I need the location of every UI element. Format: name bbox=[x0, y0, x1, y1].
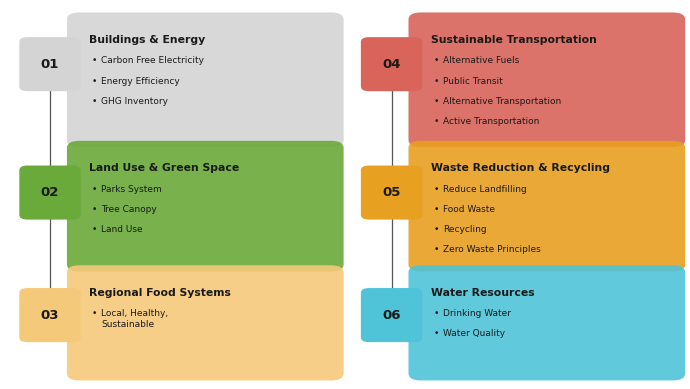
Text: Alternative Fuels: Alternative Fuels bbox=[443, 56, 520, 65]
Text: Public Transit: Public Transit bbox=[443, 77, 503, 86]
Text: Alternative Transportation: Alternative Transportation bbox=[443, 97, 561, 106]
Text: •: • bbox=[433, 205, 439, 214]
Text: Land Use: Land Use bbox=[101, 225, 143, 234]
Text: •: • bbox=[433, 117, 439, 126]
Text: Food Waste: Food Waste bbox=[443, 205, 495, 214]
Text: 05: 05 bbox=[382, 186, 401, 199]
Text: •: • bbox=[433, 77, 439, 86]
Text: Active Transportation: Active Transportation bbox=[443, 117, 540, 126]
Text: •: • bbox=[433, 329, 439, 338]
Text: Reduce Landfilling: Reduce Landfilling bbox=[443, 185, 526, 194]
Text: •: • bbox=[92, 185, 97, 194]
FancyBboxPatch shape bbox=[19, 166, 81, 219]
Text: •: • bbox=[92, 205, 97, 214]
Text: Water Resources: Water Resources bbox=[431, 288, 534, 298]
Text: •: • bbox=[92, 309, 97, 318]
Text: Zero Waste Principles: Zero Waste Principles bbox=[443, 245, 541, 254]
Text: Water Quality: Water Quality bbox=[443, 329, 505, 338]
Text: 02: 02 bbox=[41, 186, 59, 199]
Text: Local, Healthy,
Sustainable: Local, Healthy, Sustainable bbox=[101, 309, 168, 329]
Text: •: • bbox=[433, 97, 439, 106]
Text: Land Use & Green Space: Land Use & Green Space bbox=[89, 163, 239, 173]
Text: Waste Reduction & Recycling: Waste Reduction & Recycling bbox=[431, 163, 609, 173]
FancyBboxPatch shape bbox=[19, 37, 81, 91]
FancyBboxPatch shape bbox=[361, 37, 422, 91]
Text: •: • bbox=[92, 56, 97, 65]
FancyBboxPatch shape bbox=[408, 141, 685, 272]
Text: •: • bbox=[92, 225, 97, 234]
FancyBboxPatch shape bbox=[408, 12, 685, 147]
Text: •: • bbox=[433, 185, 439, 194]
Text: •: • bbox=[92, 97, 97, 106]
FancyBboxPatch shape bbox=[67, 141, 344, 272]
Text: •: • bbox=[433, 56, 439, 65]
Text: •: • bbox=[433, 309, 439, 318]
Text: Regional Food Systems: Regional Food Systems bbox=[89, 288, 231, 298]
FancyBboxPatch shape bbox=[361, 166, 422, 219]
Text: Energy Efficiency: Energy Efficiency bbox=[101, 77, 180, 86]
Text: Buildings & Energy: Buildings & Energy bbox=[89, 35, 205, 45]
FancyBboxPatch shape bbox=[67, 265, 344, 380]
Text: •: • bbox=[433, 245, 439, 254]
Text: •: • bbox=[433, 225, 439, 234]
Text: GHG Inventory: GHG Inventory bbox=[101, 97, 168, 106]
Text: Parks System: Parks System bbox=[101, 185, 162, 194]
FancyBboxPatch shape bbox=[408, 265, 685, 380]
FancyBboxPatch shape bbox=[19, 288, 81, 342]
Text: •: • bbox=[92, 77, 97, 86]
Text: Recycling: Recycling bbox=[443, 225, 486, 234]
Text: 04: 04 bbox=[382, 58, 401, 71]
Text: 06: 06 bbox=[382, 308, 401, 322]
Text: 03: 03 bbox=[41, 308, 59, 322]
Text: Tree Canopy: Tree Canopy bbox=[101, 205, 157, 214]
Text: 01: 01 bbox=[41, 58, 59, 71]
FancyBboxPatch shape bbox=[361, 288, 422, 342]
Text: Carbon Free Electricity: Carbon Free Electricity bbox=[101, 56, 204, 65]
Text: Sustainable Transportation: Sustainable Transportation bbox=[431, 35, 596, 45]
FancyBboxPatch shape bbox=[67, 12, 344, 147]
Text: Drinking Water: Drinking Water bbox=[443, 309, 511, 318]
